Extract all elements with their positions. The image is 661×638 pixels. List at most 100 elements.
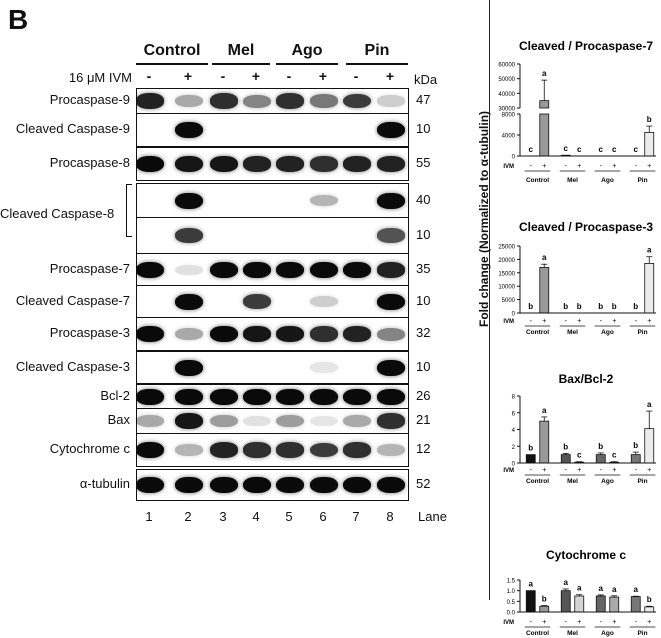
blot-band <box>343 93 371 109</box>
lane-number: 7 <box>352 509 360 524</box>
y-tick-label: 5000 <box>502 298 516 304</box>
blot-label: Cleaved Caspase-7 <box>15 292 130 308</box>
treatment-label: 16 μM IVM <box>68 70 132 85</box>
y-tick-label: 4 <box>512 428 516 434</box>
significance-letter: b <box>577 302 582 311</box>
blot-band <box>210 389 238 405</box>
ivm-row-label: IVM <box>503 164 514 170</box>
blot-band <box>310 194 338 207</box>
significance-letter: b <box>528 444 533 453</box>
ivm-sign: + <box>612 467 616 474</box>
blot-band <box>310 442 338 458</box>
significance-letter: a <box>542 69 547 78</box>
blot-mw: 55 <box>416 155 431 170</box>
blot-band <box>137 442 164 458</box>
blot-band <box>343 477 371 493</box>
significance-letter: a <box>612 585 617 594</box>
group-label: Mel <box>567 177 578 184</box>
blot-band <box>175 192 203 209</box>
lane-number: 5 <box>285 509 293 524</box>
blot-band <box>137 414 164 428</box>
blot-band <box>137 477 164 493</box>
bar <box>539 113 550 157</box>
group-label: Mel <box>567 478 578 485</box>
blot-mw: 21 <box>416 412 431 427</box>
bar <box>560 590 571 613</box>
ivm-sign: + <box>251 68 261 84</box>
ivm-sign: - <box>146 68 152 84</box>
blot-band <box>175 389 203 405</box>
blot-band <box>310 156 338 172</box>
group-label: Pin <box>637 630 647 637</box>
blot-band <box>377 359 405 376</box>
significance-letter: b <box>598 442 603 451</box>
blot-strip <box>136 384 409 410</box>
blot-band <box>377 293 405 310</box>
bar <box>595 454 606 464</box>
y-tick-label: 1.0 <box>507 589 516 595</box>
ivm-sign: - <box>565 619 568 626</box>
group-underline <box>212 63 270 65</box>
blot-band <box>377 262 405 278</box>
blot-mw: 47 <box>416 92 431 107</box>
y-tick-label: 0 <box>512 462 516 468</box>
blot-mw: 52 <box>416 476 431 491</box>
blot-band <box>276 262 304 278</box>
ivm-sign: + <box>542 467 546 474</box>
lane-number: 3 <box>219 509 227 524</box>
group-label: Pin <box>637 478 647 485</box>
blot-band <box>175 477 203 493</box>
blot-band <box>243 442 271 458</box>
bracket-top <box>126 184 132 185</box>
y-tick-label: 2 <box>512 445 516 451</box>
ivm-sign: - <box>286 68 292 84</box>
blot-strip <box>136 285 409 318</box>
y-tick-label: 60000 <box>498 63 515 69</box>
blot-band <box>175 264 203 276</box>
blot-band <box>343 156 371 172</box>
group-label: Ago <box>601 329 614 336</box>
blot-band <box>210 156 238 172</box>
blot-band <box>175 327 203 341</box>
y-tick-label: 0.0 <box>507 611 516 617</box>
significance-letter: c <box>634 145 639 154</box>
blot-label: Bax <box>107 412 130 427</box>
significance-letter: c <box>599 145 604 154</box>
blot-strip <box>136 469 409 501</box>
bar <box>560 454 571 464</box>
ivm-sign: + <box>577 467 581 474</box>
kda-label: kDa <box>414 72 438 87</box>
blot-band <box>377 477 405 493</box>
ivm-sign: + <box>542 318 546 325</box>
y-tick-label: 25000 <box>498 245 515 251</box>
blot-band <box>243 326 271 342</box>
ivm-sign: + <box>647 467 651 474</box>
significance-letter: c <box>612 451 617 460</box>
blot-band <box>310 389 338 405</box>
group-label: Ago <box>601 177 614 184</box>
blot-label: Bcl-2 <box>100 388 130 403</box>
blot-band <box>276 442 304 458</box>
y-tick-label: 8 <box>512 395 516 401</box>
ivm-sign: + <box>612 619 616 626</box>
bar <box>539 100 550 109</box>
significance-letter: b <box>563 302 568 311</box>
ivm-sign: - <box>600 163 603 170</box>
group-label: Pin <box>637 177 647 184</box>
blot-band <box>210 93 238 109</box>
blot-band <box>310 326 338 342</box>
blot-strip <box>136 433 409 467</box>
ivm-row-label: IVM <box>503 620 514 626</box>
bar <box>525 590 536 613</box>
blot-band <box>175 156 203 172</box>
blot-mw: 26 <box>416 388 431 403</box>
blot-band <box>377 95 405 107</box>
y-tick-label: 0.5 <box>507 600 516 606</box>
blot-band <box>175 293 203 310</box>
blot-strip <box>136 147 409 181</box>
significance-letter: b <box>528 302 533 311</box>
blot-band <box>310 362 338 373</box>
ivm-sign: + <box>318 68 328 84</box>
blot-strip <box>136 88 409 114</box>
significance-letter: a <box>542 253 547 262</box>
